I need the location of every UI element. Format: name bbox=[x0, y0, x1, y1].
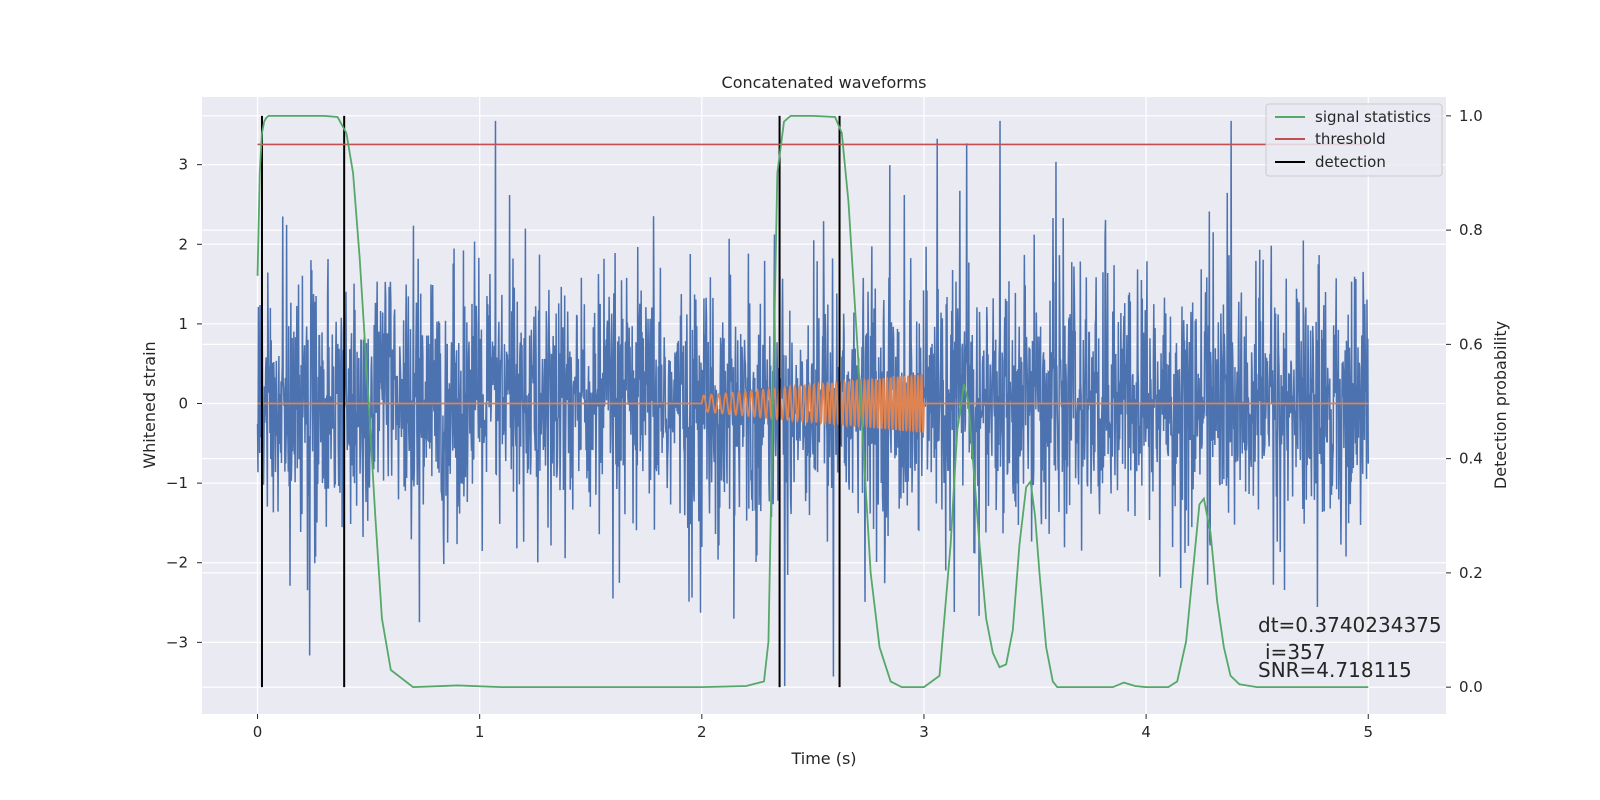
x-tick-label-2: 2 bbox=[697, 723, 707, 741]
y2-axis-ticks: 0.0 0.2 0.4 0.6 0.8 1.0 bbox=[1446, 107, 1483, 696]
y-tick-label-3: 0 bbox=[178, 395, 188, 413]
legend-box bbox=[1265, 103, 1443, 177]
x-tick-label-4: 4 bbox=[1141, 723, 1151, 741]
series-noise-line bbox=[256, 120, 1369, 687]
y-tick-label-5: 2 bbox=[178, 235, 188, 253]
legend: signal statistics threshold detection bbox=[1265, 103, 1443, 177]
annotation-block: dt=0.3740234375 i=357 SNR=4.718115 bbox=[1258, 613, 1442, 682]
detection-lines bbox=[260, 115, 841, 688]
y2-tick-label-5: 1.0 bbox=[1459, 107, 1483, 125]
legend-label-threshold: threshold bbox=[1315, 130, 1386, 148]
y-tick-label-6: 3 bbox=[178, 156, 188, 174]
y2-tick-label-2: 0.4 bbox=[1459, 450, 1483, 468]
y-tick-label-4: 1 bbox=[178, 315, 188, 333]
legend-label-detection: detection bbox=[1315, 153, 1386, 171]
annotation-dt: dt=0.3740234375 bbox=[1258, 613, 1442, 637]
x-axis-label: Time (s) bbox=[790, 749, 856, 768]
y2-tick-label-4: 0.8 bbox=[1459, 221, 1483, 239]
x-tick-label-0: 0 bbox=[253, 723, 263, 741]
y-tick-label-1: −2 bbox=[166, 554, 188, 572]
x-tick-label-3: 3 bbox=[919, 723, 929, 741]
y2-axis-label: Detection probability bbox=[1491, 321, 1510, 489]
y-axis-label: Whitened strain bbox=[140, 341, 159, 468]
x-axis-ticks: 0 1 2 3 4 5 bbox=[253, 714, 1373, 741]
y-tick-label-2: −1 bbox=[166, 474, 188, 492]
x-tick-label-5: 5 bbox=[1363, 723, 1373, 741]
chart-title: Concatenated waveforms bbox=[722, 73, 927, 92]
y2-tick-label-1: 0.2 bbox=[1459, 564, 1483, 582]
legend-label-signal-statistics: signal statistics bbox=[1315, 108, 1431, 126]
annotation-index: i=357 bbox=[1265, 640, 1326, 664]
y-axis-ticks: −3 −2 −1 0 1 2 3 bbox=[166, 156, 202, 651]
x-tick-label-1: 1 bbox=[475, 723, 485, 741]
annotation-snr: SNR=4.718115 bbox=[1258, 658, 1412, 682]
y-tick-label-0: −3 bbox=[166, 633, 188, 651]
series-signal-statistics-line bbox=[256, 114, 1369, 689]
y2-tick-label-0: 0.0 bbox=[1459, 678, 1483, 696]
series-chirp-line bbox=[257, 373, 1369, 433]
y2-tick-label-3: 0.6 bbox=[1459, 335, 1483, 353]
